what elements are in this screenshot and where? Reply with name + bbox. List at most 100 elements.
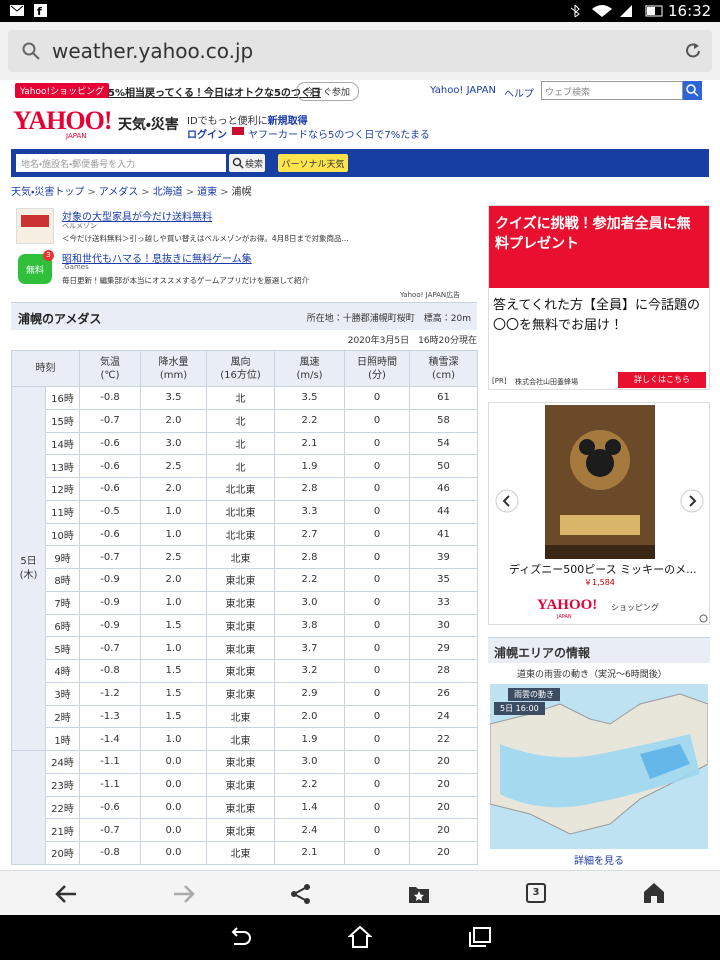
- system-home[interactable]: [348, 925, 372, 949]
- data-cell: -0.9: [79, 613, 141, 638]
- promo-badge[interactable]: Yahoo!ショッピング: [15, 83, 110, 98]
- data-cell: -0.5: [79, 499, 141, 524]
- data-cell: -0.6: [79, 431, 141, 456]
- search-button[interactable]: 検索: [229, 154, 265, 172]
- card-link[interactable]: ヤフーカードなら5のつく日で7%たまる: [248, 130, 430, 141]
- data-cell: 北北東: [206, 522, 275, 547]
- personal-weather-button[interactable]: パーソナル天気: [278, 154, 348, 172]
- ad-title[interactable]: 対象の大型家具が今だけ送料無料: [62, 212, 212, 223]
- section-title: 浦幌のアメダス: [18, 312, 102, 326]
- map-link[interactable]: 詳細を見る: [574, 856, 624, 867]
- table-row: 13時 -0.6 2.5 北 1.9 0 50: [12, 454, 478, 478]
- side-ad-button[interactable]: 詳しくはこちら: [618, 372, 706, 388]
- location: 所在地：十勝郡浦幌町桜町 標高：20m: [306, 314, 471, 324]
- search-icon: [232, 157, 244, 169]
- data-cell: 58: [409, 408, 478, 433]
- side-ad[interactable]: クイズに挑戦！参加者全員に無料プレゼント 答えてくれた方【全員】に今話題の〇〇を…: [488, 205, 710, 390]
- product-name[interactable]: ディズニー500ピース ミッキーのメ...: [509, 563, 697, 576]
- data-cell: 0: [344, 454, 410, 478]
- data-cell: 3.0: [274, 590, 345, 615]
- product-price: ￥1,584: [584, 578, 615, 587]
- data-cell: 2.7: [274, 522, 345, 547]
- data-cell: 2.8: [274, 477, 345, 501]
- home-button[interactable]: [643, 882, 665, 904]
- breadcrumb-item[interactable]: 道東: [197, 187, 218, 198]
- rain-map[interactable]: 雨雲の動き 5日 16:00: [490, 684, 708, 849]
- bookmarks-button[interactable]: [408, 883, 430, 905]
- tabs-button[interactable]: 3: [526, 883, 546, 903]
- ad-info-icon[interactable]: [699, 614, 708, 623]
- data-cell: 東北東: [206, 636, 275, 660]
- top-link[interactable]: ヘルプ: [504, 89, 534, 100]
- time-cell: 9時: [45, 545, 80, 569]
- column-header: 日照時間 (分): [344, 350, 410, 387]
- amedas-table: 時刻 気温 (℃) 降水量 (mm) 風向 (16方位) 風速 (m/s) 日照時間 (分) 積雪深(…: [11, 350, 478, 865]
- data-cell: -1.1: [79, 772, 141, 797]
- logo[interactable]: YAHOO!: [13, 106, 112, 135]
- share-button[interactable]: [290, 883, 312, 905]
- next-button[interactable]: [680, 489, 704, 513]
- breadcrumb-item[interactable]: 北海道: [152, 187, 183, 198]
- table-row: 4時 -0.8 1.5 東北東 3.2 0 28: [12, 659, 478, 683]
- svg-text:f: f: [37, 5, 42, 18]
- data-cell: -0.6: [79, 522, 141, 547]
- data-cell: 東北東: [206, 568, 275, 592]
- data-cell: 0.0: [140, 750, 207, 774]
- column-header: 時刻: [11, 350, 80, 387]
- promo-button[interactable]: 今すぐ参加: [296, 82, 360, 101]
- data-cell: 0.0: [140, 841, 207, 865]
- data-cell: 1.0: [140, 727, 207, 751]
- time-cell: 13時: [45, 454, 80, 478]
- reload-icon[interactable]: [684, 42, 702, 60]
- product-image[interactable]: [545, 405, 655, 559]
- data-cell: 61: [409, 386, 478, 410]
- data-cell: 0: [344, 750, 410, 774]
- search-input[interactable]: 地名・施設名・郵便番号を入力: [16, 154, 226, 172]
- data-cell: 1.5: [140, 659, 207, 683]
- address-bar[interactable]: weather.yahoo.co.jp: [8, 30, 712, 72]
- data-cell: 北: [206, 431, 275, 456]
- ad-image[interactable]: [16, 208, 54, 244]
- breadcrumb-item[interactable]: アメダス: [98, 187, 139, 198]
- system-back[interactable]: [228, 926, 252, 948]
- data-cell: 0.0: [140, 818, 207, 842]
- clock: 16:32: [668, 2, 712, 20]
- data-cell: 0: [344, 545, 410, 569]
- data-cell: 東北東: [206, 659, 275, 683]
- data-cell: -0.7: [79, 636, 141, 660]
- time-cell: 3時: [45, 681, 80, 706]
- table-row: 12時 -0.6 2.0 北北東 2.8 0 46: [12, 477, 478, 501]
- time-cell: 16時: [45, 386, 80, 410]
- forward-button[interactable]: [172, 883, 196, 905]
- login-link[interactable]: ログイン: [187, 130, 227, 141]
- data-cell: 0: [344, 795, 410, 820]
- table-row: 3時 -1.2 1.5 東北東 2.9 0 26: [12, 681, 478, 706]
- ad-sponsor: ベルメゾン: [62, 222, 97, 230]
- data-cell: 1.0: [140, 636, 207, 660]
- breadcrumb-item[interactable]: 天気・災害トップ: [11, 187, 85, 198]
- data-cell: 北: [206, 386, 275, 410]
- breadcrumb: 天気・災害トップ > アメダス > 北海道 > 道東 > 浦幌: [11, 183, 251, 198]
- data-cell: 0: [344, 568, 410, 592]
- data-cell: 北北東: [206, 499, 275, 524]
- section-header: 浦幌のアメダス 所在地：十勝郡浦幌町桜町 標高：20m: [11, 302, 477, 330]
- side-ad-title: クイズに挑戦！参加者全員に無料プレゼント: [489, 206, 709, 288]
- top-link[interactable]: Yahoo! JAPAN: [430, 85, 496, 96]
- web-search-input[interactable]: ウェブ検索: [541, 81, 683, 100]
- ad-sponsor: .Games: [62, 263, 89, 271]
- table-row: 20時 -0.8 0.0 北東 2.1 0 20: [12, 841, 478, 865]
- data-cell: 20: [409, 818, 478, 842]
- data-cell: 北東: [206, 841, 275, 865]
- promo-text[interactable]: 5%相当戻ってくる！今日はオトクな5のつく日: [108, 88, 321, 99]
- system-recents[interactable]: [468, 926, 492, 948]
- ad-title[interactable]: 昭和世代もハマる！息抜きに無料ゲーム集: [62, 254, 252, 265]
- time-cell: 15時: [45, 408, 80, 433]
- prev-button[interactable]: [495, 489, 519, 513]
- header-name: 時刻: [35, 363, 56, 374]
- data-cell: 東北東: [206, 613, 275, 638]
- header-unit: (分): [368, 369, 386, 381]
- back-button[interactable]: [54, 883, 78, 905]
- id-link[interactable]: 新規取得: [267, 116, 308, 127]
- data-cell: -0.7: [79, 408, 141, 433]
- web-search-button[interactable]: [683, 81, 702, 100]
